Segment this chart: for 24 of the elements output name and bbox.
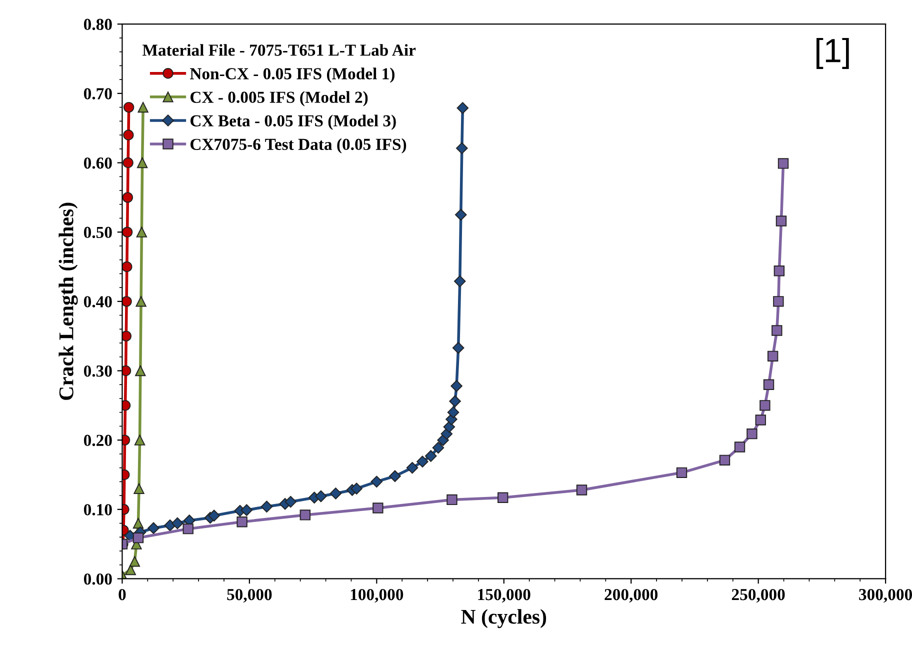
annotation: [1] xyxy=(816,38,849,70)
x-axis-title: N (cycles) xyxy=(461,609,546,628)
x-tick-label: 200,000 xyxy=(604,588,658,603)
y-tick-label: 0.50 xyxy=(84,226,112,238)
x-tick-label: 100,000 xyxy=(350,588,404,603)
x-tick-label: 0 xyxy=(118,588,126,600)
y-axis-title: Crack Length (inches) xyxy=(58,202,78,400)
y-tick-label: 0.30 xyxy=(84,365,112,377)
y-tick-label: 0.00 xyxy=(84,573,112,585)
x-tick-label: 300,000 xyxy=(859,588,912,603)
y-tick-label: 0.20 xyxy=(84,434,112,446)
legend-label: CX Beta - 0.05 IFS (Model 3) xyxy=(190,114,396,130)
x-tick-label: 250,000 xyxy=(732,588,785,603)
legend-title: Material File - 7075-T651 L-T Lab Air xyxy=(142,44,416,56)
legend-label: CX - 0.005 IFS (Model 2) xyxy=(190,91,368,106)
y-tick-label: 0.40 xyxy=(84,296,112,308)
x-tick-label: 150,000 xyxy=(478,588,530,603)
y-tick-label: 0.60 xyxy=(84,157,112,169)
y-tick-label: 0.70 xyxy=(84,88,112,100)
x-tick-label: 50,000 xyxy=(227,588,272,603)
y-tick-label: 0.10 xyxy=(84,504,112,516)
legend-label: Non-CX - 0.05 IFS (Model 1) xyxy=(190,68,394,83)
y-tick-label: 0.80 xyxy=(84,18,112,30)
legend-label: CX7075-6 Test Data (0.05 IFS) xyxy=(190,138,406,154)
